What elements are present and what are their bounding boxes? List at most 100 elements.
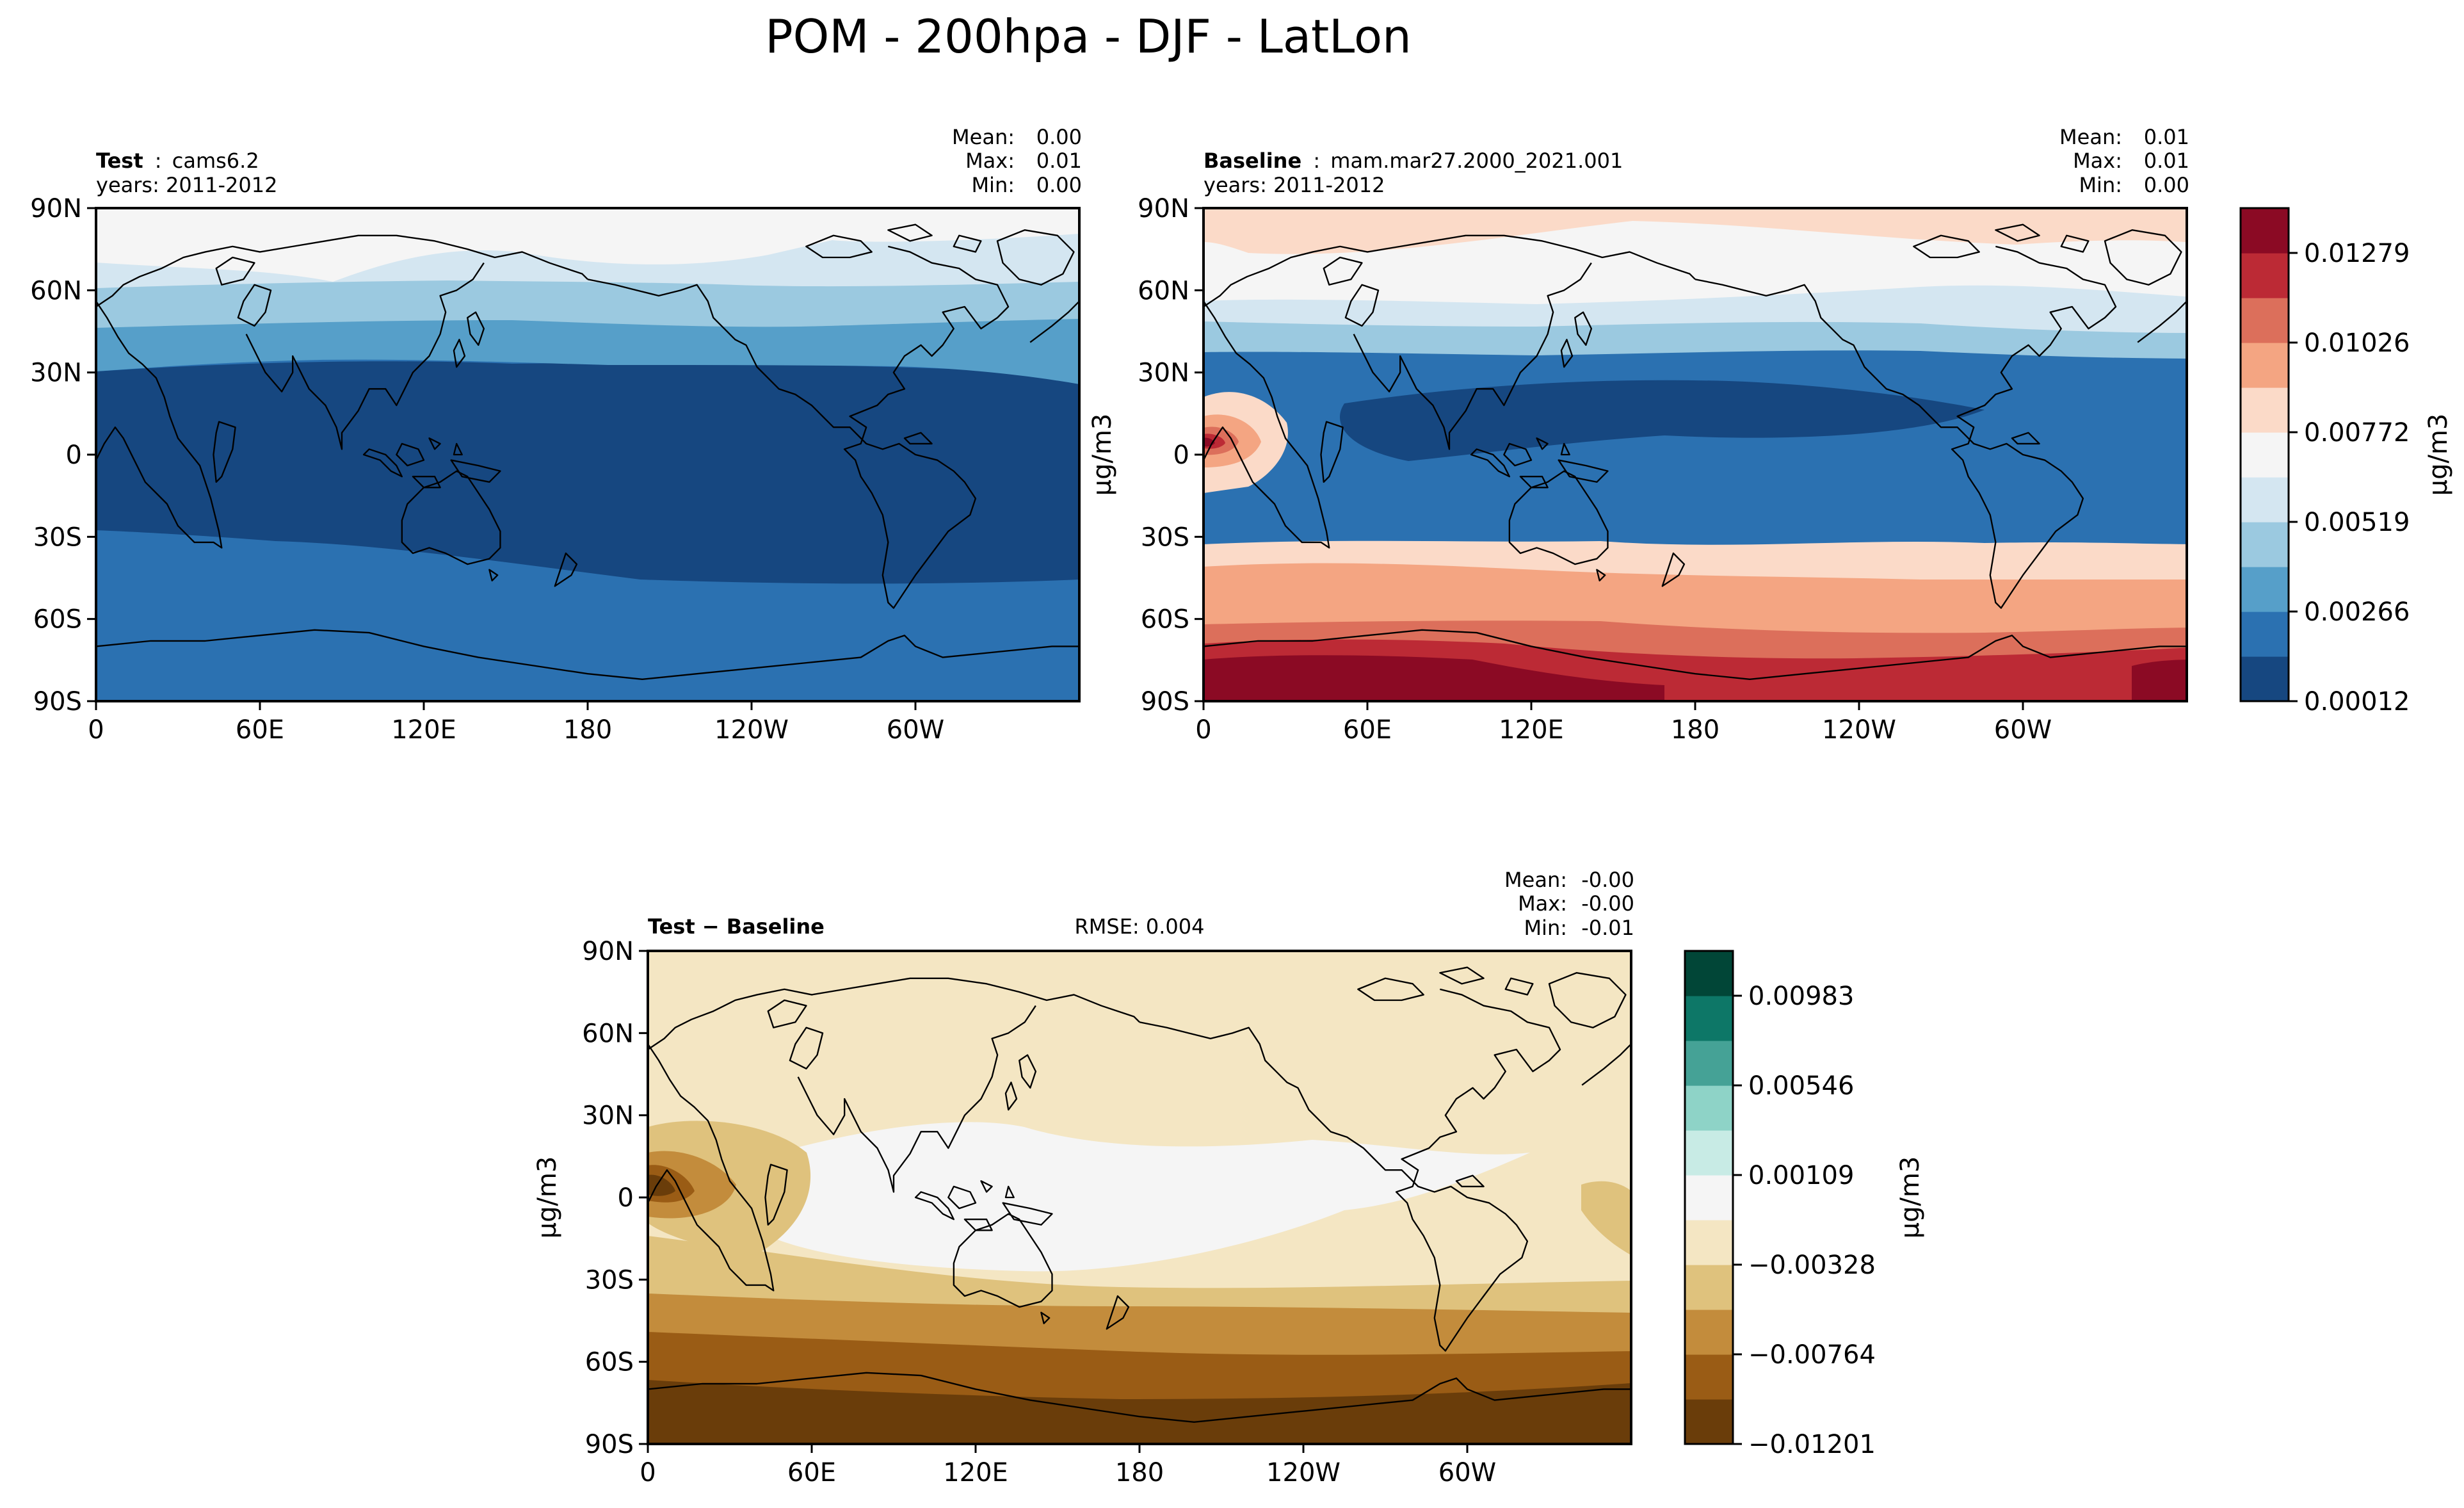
colorbar-tick-label: 0.00266 (2304, 597, 2410, 627)
lon-tick-label: 120E (943, 1458, 1008, 1488)
colorbar-swatch (1685, 1220, 1733, 1265)
colorbar-swatch (1685, 951, 1733, 996)
colorbar-bottom-swatches (1685, 951, 1733, 1445)
lon-tick-label: 0 (1195, 715, 1211, 745)
baseline-map-fill (1204, 208, 2187, 701)
colorbar-bottom-frame (1684, 950, 1734, 1445)
test-lat-ticks: 90N 60N 30N 0 30S 60S 90S (30, 194, 96, 717)
colorbar-swatch (2241, 343, 2289, 388)
baseline-lon-ticks: 0 60E 120E 180 120W 60W (1195, 701, 2052, 745)
colorbar-swatch (2241, 253, 2289, 298)
lat-tick-label: 60S (1141, 605, 1189, 635)
colorbar-swatch (1685, 1354, 1733, 1400)
lat-tick-label: 30S (1141, 523, 1189, 552)
colorbar-swatch (2241, 612, 2289, 657)
diff-label: Test − Baseline (648, 914, 825, 939)
colorbar-swatch (2241, 522, 2289, 567)
lon-tick-label: 0 (640, 1458, 656, 1488)
colorbar-swatch (1685, 1309, 1733, 1355)
lat-tick-label: 60N (30, 276, 82, 305)
lat-tick-label: 90S (585, 1430, 634, 1459)
colorbar-bottom-label: μg/m3 (1896, 1156, 1925, 1239)
baseline-max-value: 0.01 (2144, 149, 2189, 173)
lon-tick-label: 120W (1822, 715, 1896, 745)
test-max-label: Max: (965, 149, 1015, 173)
lon-tick-label: 60W (1438, 1458, 1496, 1488)
colorbar-swatch (1685, 1265, 1733, 1310)
diff-rmse: RMSE: 0.004 (1075, 914, 1205, 939)
colorbar-top-label: μg/m3 (2424, 414, 2453, 496)
lat-tick-label: 30N (582, 1101, 634, 1131)
lat-tick-label: 0 (66, 441, 82, 470)
lon-tick-label: 60W (887, 715, 944, 745)
baseline-years: years: 2011-2012 (1204, 173, 1385, 197)
colorbar-top-ticks: 0.01279 0.01026 0.00772 0.00519 0.00266 0.000… (2289, 239, 2410, 717)
lat-tick-label: 60S (33, 605, 82, 635)
colorbar-tick-label: 0.00109 (1748, 1161, 1854, 1190)
diff-lat-ticks: 90N 60N 30N 0 30S 60S 90S (582, 937, 648, 1459)
lon-tick-label: 60E (787, 1458, 836, 1488)
baseline-label: Baseline (1204, 149, 1301, 173)
lon-tick-label: 180 (1115, 1458, 1164, 1488)
lat-tick-label: 0 (618, 1183, 634, 1213)
lon-tick-label: 120E (391, 715, 456, 745)
baseline-max-label: Max: (2073, 149, 2122, 173)
test-min-label: Min: (971, 173, 1015, 197)
colorbar-swatch (2241, 432, 2289, 478)
colorbar-bottom: 0.00983 0.00546 0.00109 −0.00328 −0.00764 −0.… (1684, 950, 1925, 1459)
colorbar-swatch (2241, 298, 2289, 343)
baseline-mean-value: 0.01 (2144, 125, 2189, 149)
diff-ylabel: μg/m3 (533, 1156, 562, 1239)
colorbar-tick-label: −0.00328 (1748, 1251, 1876, 1280)
colorbar-tick-label: 0.01026 (2304, 328, 2410, 358)
diff-max-value: -0.00 (1581, 891, 1634, 916)
lat-tick-label: 30S (33, 523, 82, 552)
lon-tick-label: 120W (1266, 1458, 1341, 1488)
lat-tick-label: 0 (1173, 441, 1189, 470)
colorbar-swatch (1685, 1399, 1733, 1445)
test-mean-value: 0.00 (1036, 125, 1082, 149)
diff-mean-value: -0.00 (1581, 868, 1634, 892)
lat-tick-label: 30S (585, 1265, 634, 1295)
colorbar-tick-label: 0.00012 (2304, 687, 2410, 717)
colorbar-tick-label: −0.00764 (1748, 1340, 1876, 1370)
test-name: cams6.2 (172, 149, 259, 173)
test-panel: Test : cams6.2 years: 2011-2012 Mean: 0.… (30, 125, 1082, 745)
lat-tick-label: 60S (585, 1348, 634, 1377)
colorbar-tick-label: 0.00546 (1748, 1071, 1854, 1101)
test-mean-label: Mean: (952, 125, 1015, 149)
test-years: years: 2011-2012 (96, 173, 277, 197)
lon-tick-label: 120E (1499, 715, 1564, 745)
test-max-value: 0.01 (1036, 149, 1082, 173)
baseline-name: mam.mar27.2000_2021.001 (1330, 149, 1623, 173)
colorbar-swatch (1685, 996, 1733, 1041)
test-min-value: 0.00 (1036, 173, 1082, 197)
colorbar-tick-label: 0.00772 (2304, 418, 2410, 448)
colorbar-top: 0.01279 0.01026 0.00772 0.00519 0.00266 0.000… (2239, 207, 2453, 717)
test-header: Test : cams6.2 (96, 149, 259, 173)
lat-tick-label: 90N (30, 194, 82, 223)
diff-lon-ticks: 0 60E 120E 180 120W 60W (640, 1444, 1496, 1488)
colorbar-swatch (1685, 1085, 1733, 1131)
colorbar-swatch (2241, 477, 2289, 523)
lat-tick-label: 90S (1141, 687, 1189, 717)
colorbar-swatch (1685, 1041, 1733, 1086)
baseline-min-label: Min: (2079, 173, 2122, 197)
colorbar-top-swatches (2241, 208, 2289, 702)
test-label: Test (96, 149, 143, 173)
lat-tick-label: 60N (1138, 276, 1189, 305)
lon-tick-label: 60E (1343, 715, 1392, 745)
lat-tick-label: 30N (1138, 359, 1189, 388)
colorbar-tick-label: −0.01201 (1748, 1430, 1876, 1459)
diff-panel: Test − Baseline RMSE: 0.004 Mean: -0.00 … (533, 868, 1634, 1488)
test-sep: : (155, 149, 162, 173)
lon-tick-label: 0 (88, 715, 104, 745)
lon-tick-label: 60W (1994, 715, 2052, 745)
baseline-min-value: 0.00 (2144, 173, 2189, 197)
lat-tick-label: 90S (33, 687, 82, 717)
colorbar-swatch (1685, 1175, 1733, 1220)
baseline-sep: : (1313, 149, 1320, 173)
lon-tick-label: 180 (1671, 715, 1719, 745)
diff-max-label: Max: (1518, 891, 1567, 916)
